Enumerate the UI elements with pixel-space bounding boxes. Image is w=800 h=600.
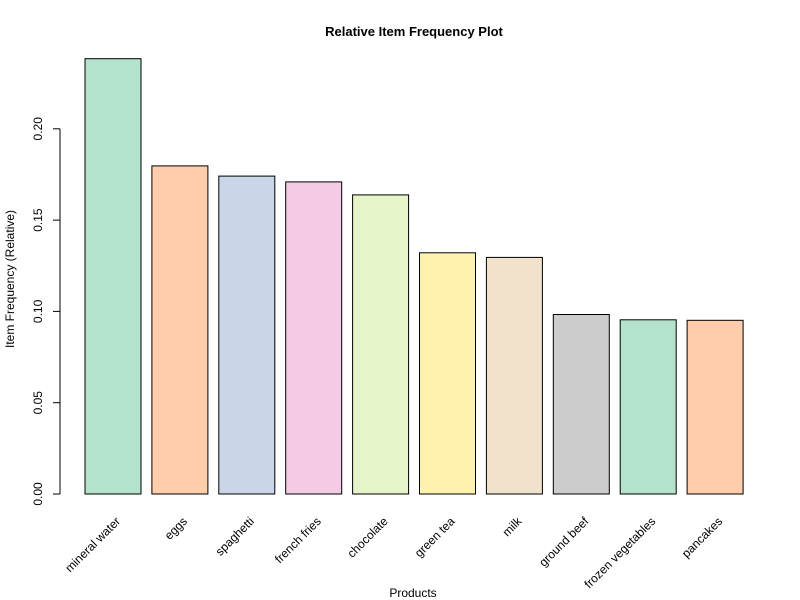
bar-french-fries (285, 181, 343, 495)
y-tick-label: 0.15 (31, 208, 45, 232)
bar-ground-beef (552, 314, 610, 495)
bar-milk (485, 256, 543, 495)
bar-mineral-water (84, 58, 142, 495)
bar-eggs (151, 165, 209, 495)
y-tick-label: 0.20 (31, 117, 45, 141)
x-tick-labels: mineral water eggs spaghetti french fries ch… (62, 514, 725, 592)
bar-chocolate (352, 194, 410, 495)
bars-group (84, 58, 744, 495)
bar-pancakes (686, 319, 744, 495)
y-tick-label: 0.10 (31, 299, 45, 323)
x-tick-label: spaghetti (213, 514, 257, 558)
y-axis-label: Item Frequency (Relative) (3, 210, 17, 348)
x-tick-label: chocolate (344, 514, 390, 560)
x-tick-label: mineral water (62, 514, 123, 575)
bar-frozen-vegetables (619, 319, 677, 495)
bar-green-tea (419, 252, 476, 495)
x-tick-label: green tea (412, 514, 458, 560)
y-axis: 0.00 0.05 0.10 0.15 0.20 (31, 117, 61, 506)
x-tick-label: milk (500, 514, 526, 540)
bar-spaghetti (218, 175, 276, 495)
y-tick-label: 0.05 (31, 391, 45, 415)
x-tick-label: eggs (162, 514, 190, 542)
x-tick-label: frozen vegetables (581, 514, 658, 591)
x-tick-label: ground beef (536, 514, 592, 570)
x-axis-label: Products (389, 586, 436, 600)
x-tick-label: french fries (272, 514, 324, 566)
x-tick-label: pancakes (679, 514, 725, 560)
y-tick-label: 0.00 (31, 482, 45, 506)
chart-title: Relative Item Frequency Plot (325, 24, 503, 39)
